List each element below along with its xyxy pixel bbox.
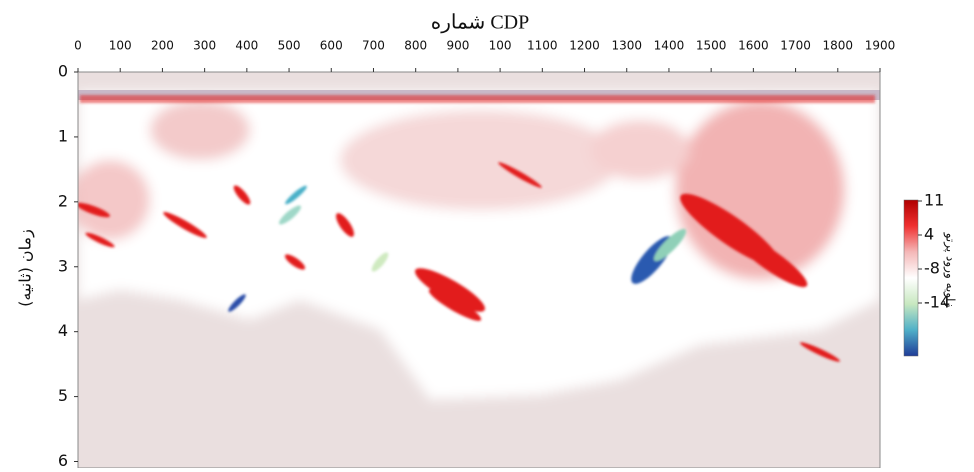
x-tick-label: 1300 [611, 39, 642, 53]
x-tick-label: 800 [404, 39, 427, 53]
seismic-image [78, 72, 880, 468]
y-axis-title: زمان (ثانیه) [16, 229, 36, 307]
colorbar-tick-label: 4 [924, 225, 934, 244]
x-tick-label: 100 [109, 39, 132, 53]
colorbar-tick-label: 11 [924, 191, 944, 210]
x-tick-label: 1400 [654, 39, 685, 53]
x-tick-label: 200 [151, 39, 174, 53]
x-tick-label: 600 [320, 39, 343, 53]
x-tick-label: 900 [446, 39, 469, 53]
x-tick-label: 1200 [569, 39, 600, 53]
y-tick-label: 5 [58, 386, 68, 405]
y-tick-label: 1 [58, 126, 68, 145]
x-tick-label: 100 [489, 39, 512, 53]
y-tick-label: 3 [58, 256, 68, 275]
colorbar-tick-label: -8 [924, 259, 940, 278]
colorbar [903, 199, 919, 357]
y-tick-label: 4 [58, 321, 68, 340]
colorbar-title: زاویه ورود پرتو [943, 232, 958, 308]
y-tick-label: 6 [58, 451, 68, 468]
x-tick-label: 400 [235, 39, 258, 53]
x-tick-label: 1700 [780, 39, 811, 53]
colorbar-tick-label: -14 [924, 293, 950, 312]
x-tick-label: 500 [278, 39, 301, 53]
x-tick-label: 300 [193, 39, 216, 53]
x-axis-title: شماره CDP [431, 12, 529, 34]
x-tick-label: 0 [74, 39, 82, 53]
x-tick-label: 1800 [823, 39, 854, 53]
x-tick-label: 1900 [865, 39, 896, 53]
y-tick-label: 0 [58, 62, 68, 81]
x-tick-label: 700 [362, 39, 385, 53]
y-tick-label: 2 [58, 191, 68, 210]
x-tick-label: 1600 [738, 39, 769, 53]
x-tick-label: 1100 [527, 39, 558, 53]
x-tick-label: 1500 [696, 39, 727, 53]
